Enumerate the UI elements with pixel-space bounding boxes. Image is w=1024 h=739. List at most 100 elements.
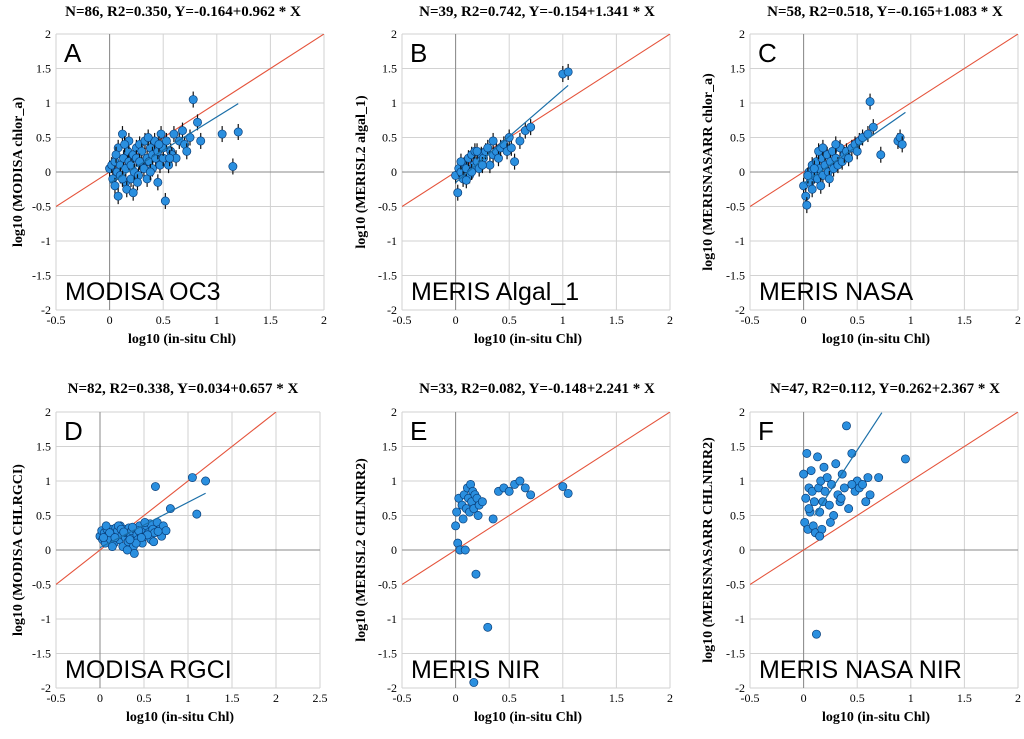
method-label: MODISA OC3 [65, 278, 221, 306]
data-point [504, 133, 514, 142]
x-axis-label: log10 (in-situ Chl) [474, 710, 582, 725]
data-point [506, 143, 516, 153]
panel-e: -0.5 0 0.5 1 1.5 2 2 1.5 1 0.5 0 -0.5 -1 -1.5 -2 E MERIS… [354, 381, 673, 725]
data-point [471, 569, 481, 579]
chart-title: N=82, R2=0.338, Y=0.034+0.657 * X [68, 381, 299, 397]
y-tick-label: 0 [739, 165, 745, 179]
data-point [161, 136, 171, 146]
y-tick-label: 1 [739, 96, 745, 110]
x-tick-label: -0.5 [741, 691, 760, 705]
panel-letter: E [410, 416, 427, 446]
data-point [452, 507, 462, 517]
x-tick-label: 2 [1015, 691, 1021, 705]
y-tick-label: 2 [45, 405, 51, 419]
data-point [563, 488, 573, 498]
y-tick-label: 1.5 [730, 440, 745, 454]
panel-letter: D [64, 416, 83, 446]
data-point [799, 469, 809, 479]
data-point [515, 136, 525, 146]
data-point [128, 522, 138, 532]
y-axis-label: log10 (MERISNASARR chlor_a) [701, 73, 716, 271]
data-point [865, 490, 875, 500]
y-tick-label: 2 [739, 405, 745, 419]
panel-f: -0.5 0 0.5 1 1.5 2 2 1.5 1 0.5 0 -0.5 -1 -1.5 -2 F MERIS… [701, 381, 1021, 725]
data-point [137, 146, 147, 156]
data-point [820, 486, 830, 496]
y-tick-label: -1 [735, 234, 745, 248]
y-tick-label: -2 [41, 681, 51, 695]
data-point [488, 514, 498, 524]
data-point [477, 497, 487, 507]
x-tick-label: 0 [453, 691, 459, 705]
y-tick-label: -2 [735, 681, 745, 695]
method-label: MERIS NASA [759, 278, 914, 306]
y-tick-label: -0.5 [32, 200, 51, 214]
y-tick-label: -0.5 [378, 200, 397, 214]
y-tick-label: 1 [391, 96, 397, 110]
y-tick-label: 0.5 [730, 131, 745, 145]
data-point [469, 678, 479, 687]
y-tick-label: 2 [391, 405, 397, 419]
data-point [150, 482, 160, 491]
data-point [839, 483, 849, 493]
y-tick-label: -1.5 [726, 647, 745, 661]
data-point [819, 462, 829, 472]
data-point [504, 486, 514, 496]
panel-d: -0.5 0 0.5 1 1.5 2 2.5 2 1.5 1 0.5 0 -0.5 -1 -1.5 -2 D MO… [11, 381, 328, 725]
x-tick-label: 1 [214, 313, 220, 327]
data-point [824, 174, 834, 184]
x-tick-label: 1 [908, 691, 914, 705]
data-point [456, 157, 466, 167]
data-point [812, 629, 821, 639]
x-tick-label: 2 [667, 691, 673, 705]
data-point [120, 139, 130, 149]
y-tick-label: 1.5 [36, 62, 51, 76]
y-tick-label: 0.5 [730, 509, 745, 523]
data-point [161, 526, 171, 536]
y-tick-label: -0.5 [726, 200, 745, 214]
x-tick-label: 0 [97, 691, 103, 705]
x-tick-label: 0.5 [156, 313, 171, 327]
method-label: MODISA RGCI [65, 656, 232, 684]
data-point [149, 537, 159, 547]
x-tick-label: 1.5 [225, 691, 240, 705]
x-tick-label: -0.5 [47, 313, 66, 327]
data-point [831, 139, 841, 149]
data-point [836, 493, 846, 503]
data-point [483, 143, 493, 153]
y-tick-label: 0 [391, 165, 397, 179]
data-point [822, 473, 832, 482]
y-tick-label: 1.5 [382, 62, 397, 76]
data-point [193, 117, 202, 127]
data-point [842, 421, 851, 431]
data-point [156, 129, 166, 139]
data-point [101, 521, 111, 531]
data-point [129, 549, 139, 558]
data-point [844, 504, 854, 514]
one-to-one-line [402, 412, 670, 585]
y-tick-label: 1 [45, 96, 51, 110]
y-tick-label: 1.5 [382, 440, 397, 454]
data-point [118, 129, 127, 139]
y-tick-label: 1 [391, 474, 397, 488]
data-point [228, 162, 238, 171]
x-tick-label: 1.5 [957, 691, 972, 705]
panel-a: -0.5 0 0.5 1 1.5 2 2 1.5 1 0.5 0 -0.5 -1 -1.5 -2 A MODIS… [11, 4, 327, 347]
data-point [510, 157, 520, 167]
x-tick-label: 2 [667, 313, 673, 327]
data-point [806, 466, 816, 476]
x-tick-label: -0.5 [393, 313, 412, 327]
x-tick-label: 0.5 [502, 313, 517, 327]
one-to-one-line [56, 34, 324, 207]
panel-letter: F [758, 416, 774, 446]
y-tick-label: -1 [387, 234, 397, 248]
y-tick-label: -1 [41, 612, 51, 626]
data-point [187, 473, 197, 482]
chart-title: N=39, R2=0.742, Y=-0.154+1.341 * X [419, 4, 655, 20]
y-tick-label: 0.5 [382, 509, 397, 523]
y-tick-label: -1.5 [32, 269, 51, 283]
data-point [863, 473, 873, 482]
data-point [494, 153, 503, 163]
x-tick-label: 1 [560, 691, 566, 705]
data-point [526, 122, 536, 132]
